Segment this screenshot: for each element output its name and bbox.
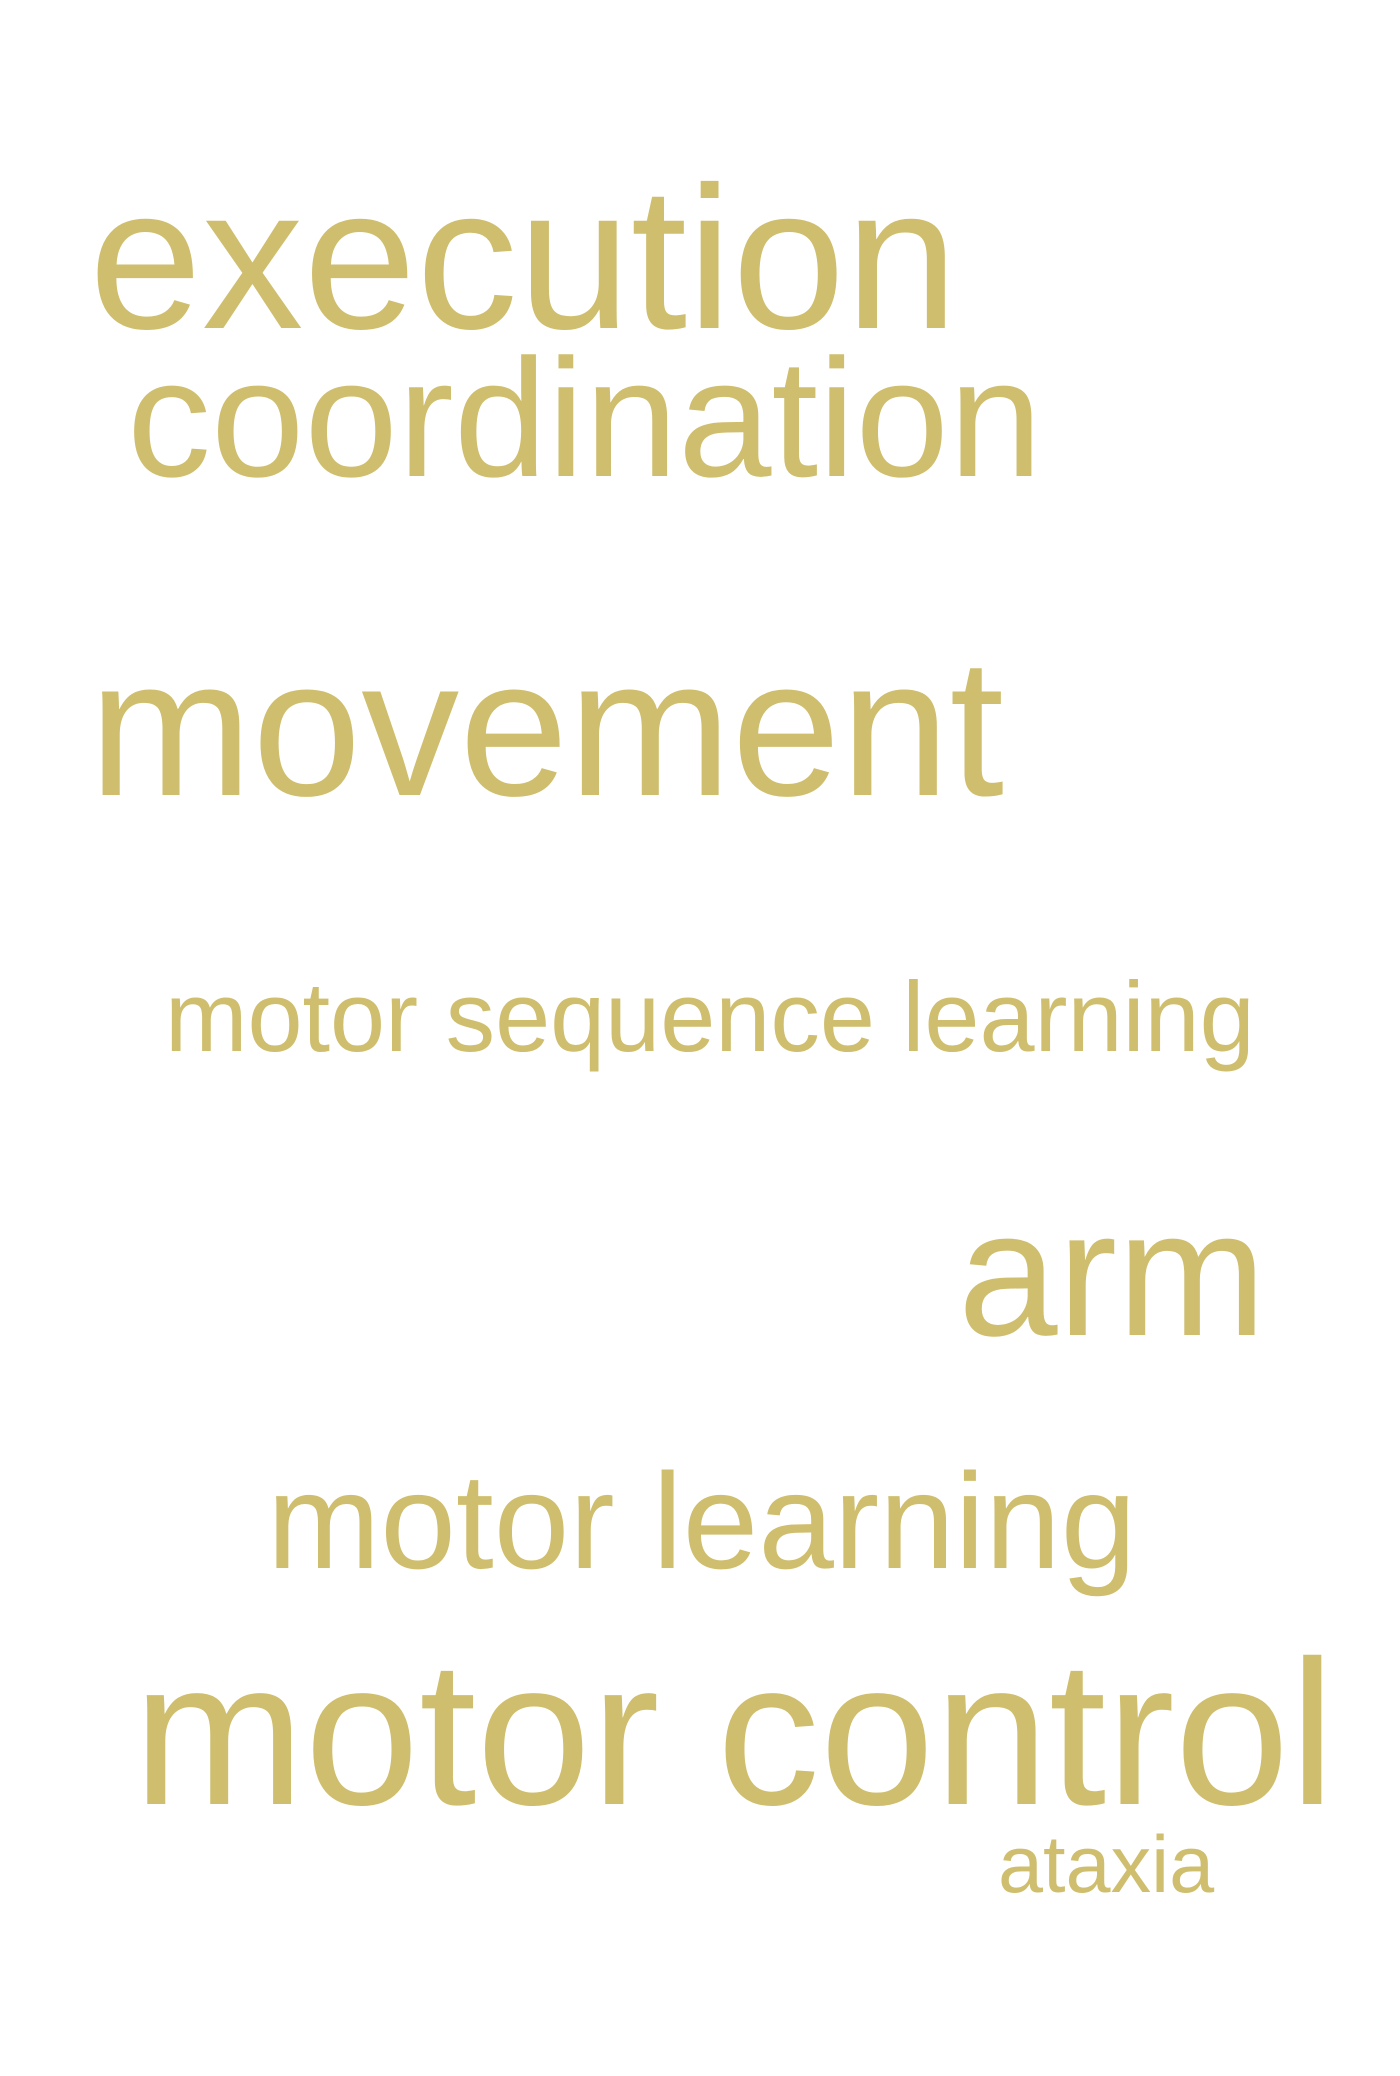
word-execution: execution bbox=[89, 145, 958, 372]
word-motor-sequence-learning: motor sequence learning bbox=[165, 961, 1255, 1072]
word-motor-learning: motor learning bbox=[267, 1445, 1137, 1597]
word-motor-control: motor control bbox=[133, 1618, 1336, 1848]
word-arm: arm bbox=[958, 1173, 1267, 1373]
word-movement: movement bbox=[89, 618, 1005, 837]
word-ataxia: ataxia bbox=[998, 1820, 1215, 1910]
word-coordination: coordination bbox=[127, 324, 1043, 512]
